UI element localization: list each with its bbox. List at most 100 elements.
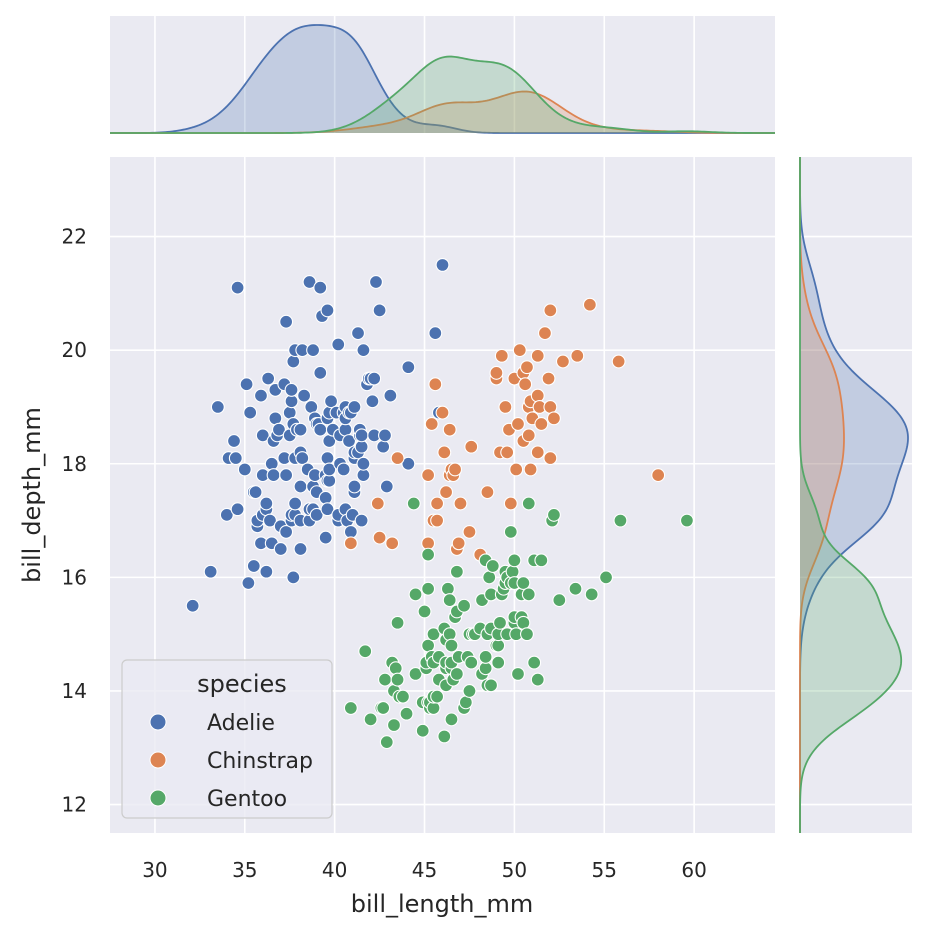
point-gentoo xyxy=(568,581,583,596)
point-adelie xyxy=(286,354,301,369)
point-chinstrap xyxy=(520,360,534,375)
point-adelie xyxy=(263,513,277,528)
point-gentoo xyxy=(417,604,432,619)
y-tick-label: 20 xyxy=(62,338,87,362)
y-tick-label: 22 xyxy=(62,225,87,249)
point-adelie xyxy=(259,496,274,511)
point-adelie xyxy=(354,513,369,528)
point-gentoo xyxy=(437,729,452,744)
point-gentoo xyxy=(378,672,392,687)
legend-marker-gentoo xyxy=(149,789,167,807)
point-chinstrap xyxy=(428,377,443,392)
right-marginal-grid xyxy=(800,235,912,806)
point-chinstrap xyxy=(442,422,457,437)
point-chinstrap xyxy=(518,377,533,392)
point-adelie xyxy=(383,388,398,403)
point-gentoo xyxy=(457,598,472,613)
point-adelie xyxy=(293,479,308,494)
y-tick-label: 18 xyxy=(62,452,87,476)
point-gentoo xyxy=(552,593,567,608)
point-adelie xyxy=(239,377,254,392)
point-gentoo xyxy=(421,547,436,562)
point-adelie xyxy=(318,490,333,505)
top-kde-fill-adelie xyxy=(110,25,775,133)
x-tick-label: 35 xyxy=(232,858,257,882)
x-tick-label: 40 xyxy=(322,858,347,882)
point-adelie xyxy=(322,462,337,477)
top-marginal-grid xyxy=(154,16,695,133)
legend: species Adelie Chinstrap Gentoo xyxy=(121,659,333,819)
legend-label-adelie: Adelie xyxy=(207,711,275,736)
point-adelie xyxy=(318,530,333,545)
point-adelie xyxy=(264,456,279,471)
point-adelie xyxy=(297,388,312,403)
x-tick-label: 55 xyxy=(592,858,617,882)
point-chinstrap xyxy=(543,451,558,466)
point-adelie xyxy=(203,564,218,579)
y-axis-label: bill_depth_mm xyxy=(18,407,46,583)
point-adelie xyxy=(266,468,281,483)
legend-box xyxy=(121,659,333,819)
point-gentoo xyxy=(406,496,421,511)
point-chinstrap xyxy=(530,445,545,460)
point-adelie xyxy=(237,462,252,477)
x-tick-label: 50 xyxy=(502,858,527,882)
point-adelie xyxy=(255,428,270,443)
point-chinstrap xyxy=(511,417,525,431)
right-marginal-background xyxy=(800,157,912,833)
legend-title: species xyxy=(197,670,287,698)
point-chinstrap xyxy=(500,445,515,460)
point-adelie xyxy=(372,303,387,318)
point-adelie xyxy=(365,394,380,409)
top-marginal-kde xyxy=(110,16,775,134)
point-gentoo xyxy=(516,576,531,590)
right-kde-fill-chinstrap xyxy=(800,157,844,833)
right-marginal-curves xyxy=(799,157,909,833)
point-gentoo xyxy=(520,627,534,642)
point-adelie xyxy=(259,564,274,579)
point-adelie xyxy=(219,507,234,522)
legend-items: Adelie Chinstrap Gentoo xyxy=(149,711,313,812)
point-gentoo xyxy=(396,689,410,704)
point-adelie xyxy=(347,479,362,494)
point-gentoo xyxy=(430,689,445,704)
point-adelie xyxy=(347,400,362,414)
right-kde-line-chinstrap xyxy=(799,157,845,833)
legend-label-gentoo: Gentoo xyxy=(207,787,287,812)
point-gentoo xyxy=(546,507,561,522)
point-adelie xyxy=(293,422,308,437)
point-gentoo xyxy=(415,723,430,738)
point-chinstrap xyxy=(503,496,518,511)
point-gentoo xyxy=(679,513,694,528)
point-gentoo xyxy=(442,627,457,642)
point-chinstrap xyxy=(462,524,477,539)
point-gentoo xyxy=(363,712,378,727)
point-chinstrap xyxy=(385,536,400,551)
point-adelie xyxy=(210,400,225,414)
point-chinstrap xyxy=(430,513,445,528)
point-adelie xyxy=(246,559,261,573)
y-tick-label: 16 xyxy=(62,565,87,589)
point-adelie xyxy=(279,314,294,329)
point-gentoo xyxy=(491,655,506,670)
point-chinstrap xyxy=(537,326,552,341)
x-tick-label: 60 xyxy=(681,858,706,882)
point-gentoo xyxy=(408,587,423,602)
point-adelie xyxy=(342,434,356,448)
point-adelie xyxy=(272,422,286,437)
point-gentoo xyxy=(449,666,464,681)
point-adelie xyxy=(254,388,268,403)
point-chinstrap xyxy=(480,485,495,500)
point-chinstrap xyxy=(530,388,545,403)
point-adelie xyxy=(309,507,324,522)
point-gentoo xyxy=(484,678,498,693)
point-gentoo xyxy=(449,564,464,579)
point-gentoo xyxy=(505,564,520,579)
point-chinstrap xyxy=(435,405,450,420)
point-adelie xyxy=(367,371,382,386)
point-gentoo xyxy=(521,496,536,511)
point-chinstrap xyxy=(651,468,666,483)
point-chinstrap xyxy=(555,354,570,369)
point-gentoo xyxy=(390,615,405,630)
y-tick-label: 14 xyxy=(62,679,87,703)
